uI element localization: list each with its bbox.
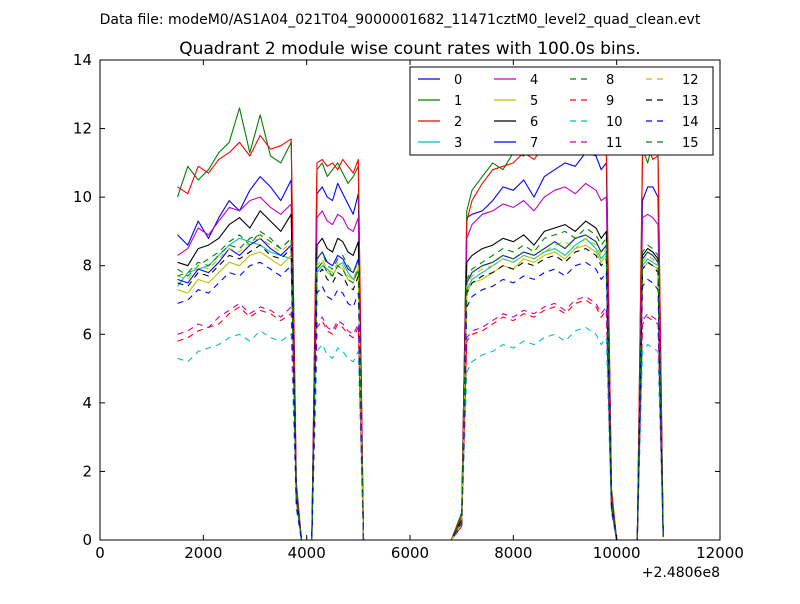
legend-label-14: 14 xyxy=(682,115,699,130)
x-axis-offset-label: +2.4806e8 xyxy=(642,565,720,581)
y-tick-label: 12 xyxy=(73,120,92,138)
series-line-8 xyxy=(177,227,664,541)
legend-label-13: 13 xyxy=(682,94,699,109)
y-tick-label: 4 xyxy=(82,394,92,412)
y-tick-label: 8 xyxy=(82,257,92,275)
chart-title: Quadrant 2 module wise count rates with … xyxy=(179,39,640,59)
x-tick-label: 6000 xyxy=(391,544,429,562)
legend-label-8: 8 xyxy=(606,73,614,88)
y-tick-label: 0 xyxy=(82,531,92,549)
series-layer xyxy=(176,107,664,541)
y-tick-label: 6 xyxy=(82,325,92,343)
legend-label-11: 11 xyxy=(606,136,623,151)
series-line-10 xyxy=(177,326,664,541)
series-line-7 xyxy=(177,234,664,541)
legend-box xyxy=(409,66,714,156)
series-line-9 xyxy=(177,299,664,541)
series-line-11 xyxy=(177,296,664,541)
series-line-0 xyxy=(177,152,664,541)
y-tick-label: 2 xyxy=(82,462,92,480)
y-tick-label: 14 xyxy=(73,51,92,69)
series-line-2 xyxy=(177,131,664,541)
legend-label-7: 7 xyxy=(530,136,538,151)
series-line-3 xyxy=(177,237,664,541)
legend-label-15: 15 xyxy=(682,136,699,151)
legend-label-10: 10 xyxy=(606,115,623,130)
legend-label-12: 12 xyxy=(682,73,699,88)
legend-label-3: 3 xyxy=(454,136,462,151)
series-line-12 xyxy=(177,237,664,541)
legend-label-2: 2 xyxy=(454,115,462,130)
series-line-15 xyxy=(177,234,664,541)
x-tick-label: 0 xyxy=(95,544,105,562)
x-tick-label: 8000 xyxy=(494,544,532,562)
series-line-4 xyxy=(177,182,664,541)
legend-label-0: 0 xyxy=(454,73,462,88)
legend-label-1: 1 xyxy=(454,94,462,109)
series-line-1 xyxy=(176,107,664,541)
x-tick-label: 2000 xyxy=(184,544,222,562)
series-line-6 xyxy=(177,210,664,541)
y-tick-label: 10 xyxy=(73,188,92,206)
figure-suptitle: Data file: modeM0/AS1A04_021T04_90000016… xyxy=(100,12,701,28)
legend-label-6: 6 xyxy=(530,115,538,130)
series-line-14 xyxy=(177,261,664,541)
legend-label-5: 5 xyxy=(530,94,538,109)
legend-label-9: 9 xyxy=(606,94,614,109)
legend-label-4: 4 xyxy=(530,73,538,88)
x-tick-label: 4000 xyxy=(288,544,326,562)
x-tick-label: 10000 xyxy=(593,544,641,562)
x-tick-label: 12000 xyxy=(696,544,744,562)
series-line-5 xyxy=(177,244,664,541)
series-line-13 xyxy=(177,244,664,541)
